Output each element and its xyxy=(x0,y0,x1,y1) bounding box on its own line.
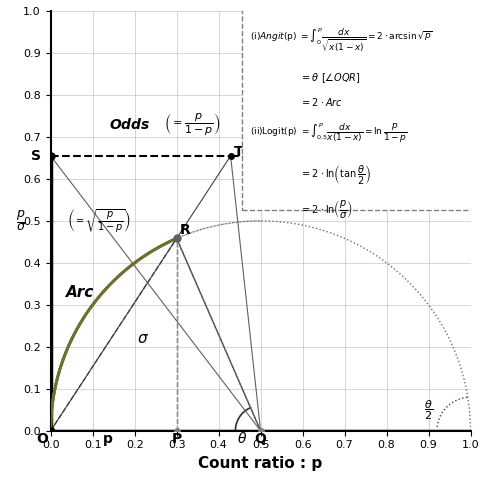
Text: Arc: Arc xyxy=(66,285,94,300)
Text: Q: Q xyxy=(254,433,266,446)
Text: $\dfrac{\theta}{2}$: $\dfrac{\theta}{2}$ xyxy=(424,398,433,422)
Text: $\dfrac{p}{\sigma}$: $\dfrac{p}{\sigma}$ xyxy=(16,208,26,233)
Text: $= 2\cdot\ln\!\left(\tan\dfrac{\theta}{2}\right)$: $= 2\cdot\ln\!\left(\tan\dfrac{\theta}{2… xyxy=(300,163,372,187)
Text: $= 2\cdot \mathit{Arc}$: $= 2\cdot \mathit{Arc}$ xyxy=(300,96,344,108)
Text: $\left(=\dfrac{p}{1-p}\right)$: $\left(=\dfrac{p}{1-p}\right)$ xyxy=(164,111,220,137)
Text: P: P xyxy=(172,433,181,446)
FancyBboxPatch shape xyxy=(242,9,472,210)
Text: O: O xyxy=(36,433,48,446)
Text: $\sigma$: $\sigma$ xyxy=(137,331,149,346)
Text: $\bfit{Odds}$: $\bfit{Odds}$ xyxy=(110,117,151,132)
Text: $\theta$: $\theta$ xyxy=(236,431,247,446)
Text: R: R xyxy=(180,223,190,237)
Text: p: p xyxy=(102,433,113,446)
Text: S: S xyxy=(31,149,41,163)
Text: $= 2\cdot\ln\!\left(\dfrac{p}{\sigma}\right)$: $= 2\cdot\ln\!\left(\dfrac{p}{\sigma}\ri… xyxy=(300,198,353,220)
Text: (i)$\mathit{Angit}$(p) $=\int_0^p \dfrac{dx}{\sqrt{x(1-x)}} = 2\cdot\arcsin\sqrt: (i)$\mathit{Angit}$(p) $=\int_0^p \dfrac… xyxy=(250,27,433,54)
Text: $\left(=\sqrt{\dfrac{p}{1-p}}\right)$: $\left(=\sqrt{\dfrac{p}{1-p}}\right)$ xyxy=(68,207,132,235)
Text: $= \theta\ [\angle OQR]$: $= \theta\ [\angle OQR]$ xyxy=(300,71,362,85)
Text: T: T xyxy=(234,145,244,159)
Text: (ii)Logit(p) $=\int_{0.5}^p \dfrac{dx}{x(1-x)} = \ln\dfrac{p}{1-p}$: (ii)Logit(p) $=\int_{0.5}^p \dfrac{dx}{x… xyxy=(250,121,408,145)
X-axis label: Count ratio : p: Count ratio : p xyxy=(198,456,322,471)
